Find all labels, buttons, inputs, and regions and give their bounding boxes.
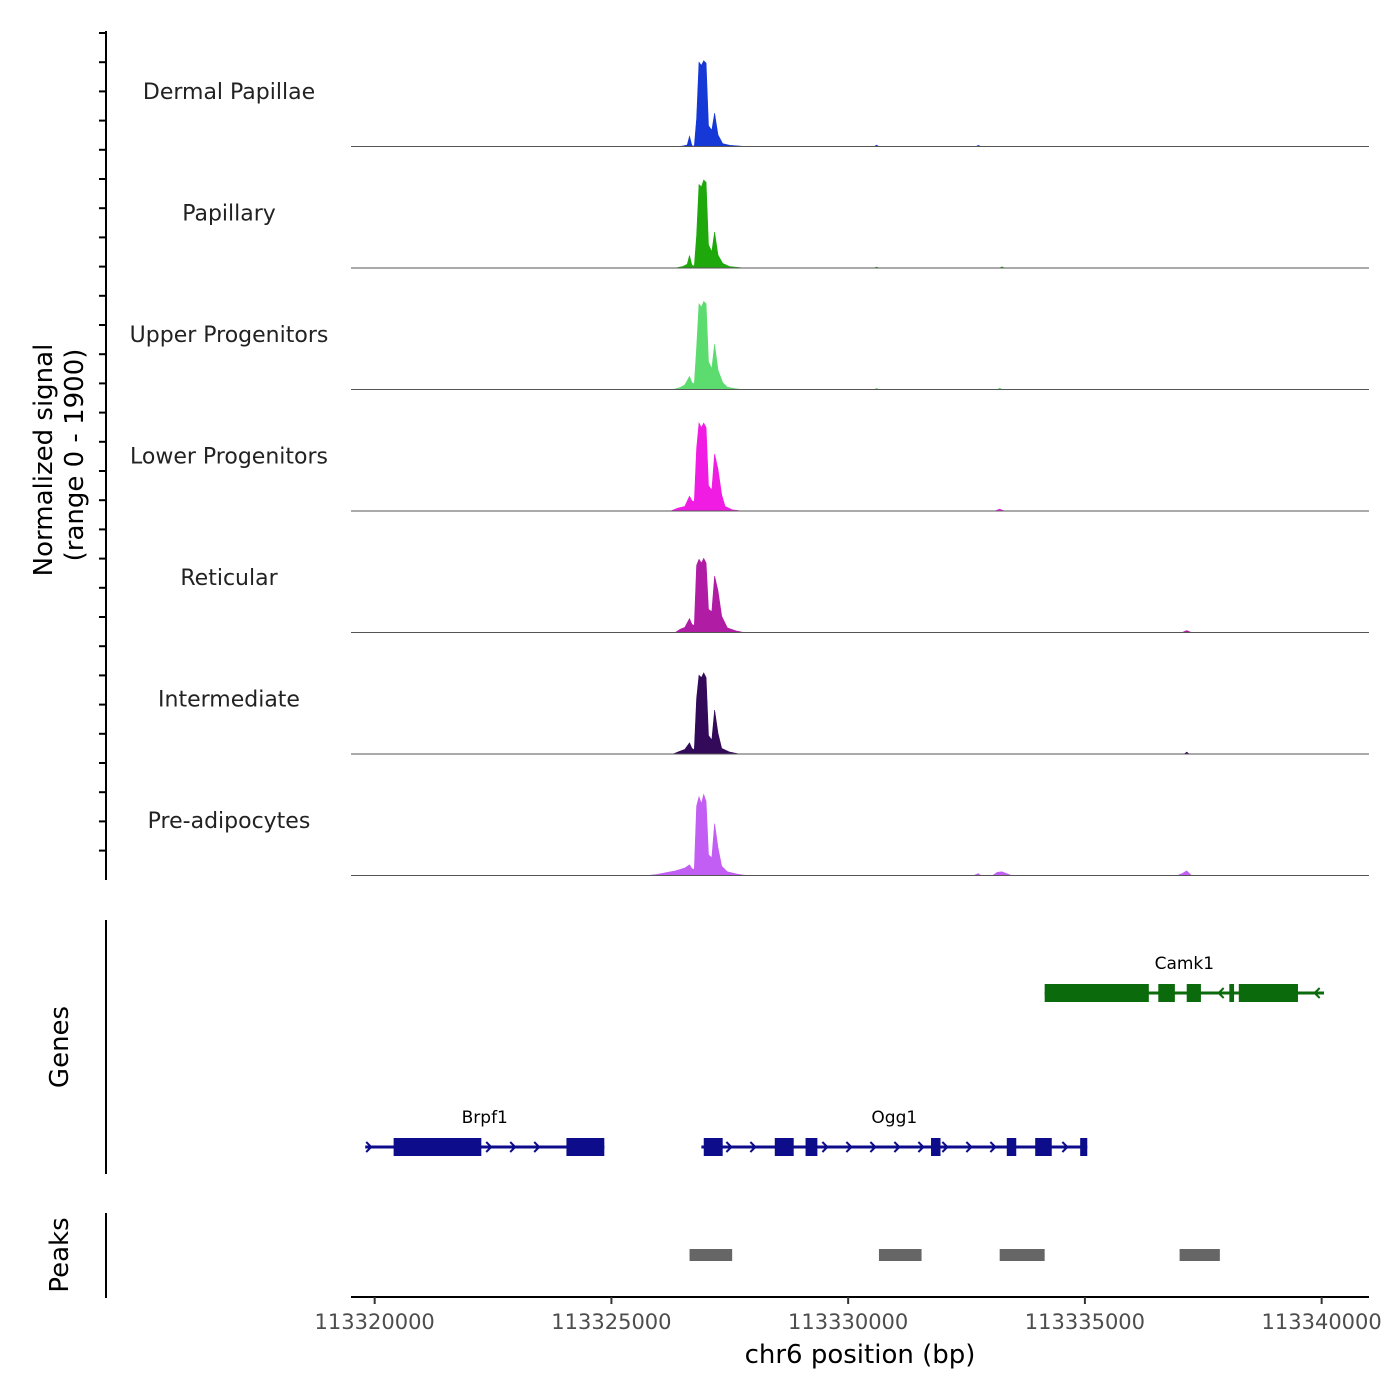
track-intermediate: Intermediate xyxy=(158,672,1369,755)
peak-bar xyxy=(878,1249,922,1261)
signal-area xyxy=(674,557,1192,633)
gene-exon xyxy=(1158,984,1175,1002)
strand-arrow xyxy=(989,1141,997,1153)
track-label: Papillary xyxy=(182,202,276,227)
track-pre-adipocytes: Pre-adipocytes xyxy=(148,793,1369,876)
gene-ogg1: Ogg1 xyxy=(701,1108,1088,1156)
gene-exon xyxy=(566,1138,605,1156)
gene-exon xyxy=(459,1138,482,1156)
gene-label: Camk1 xyxy=(1155,954,1215,974)
gene-exon xyxy=(393,1138,479,1156)
signal-area xyxy=(672,672,1190,755)
gene-exon xyxy=(1035,1138,1052,1156)
track-lower-progenitors: Lower Progenitors xyxy=(130,421,1369,512)
gene-brpf1: Brpf1 xyxy=(365,1108,605,1156)
strand-arrow xyxy=(1313,987,1321,999)
strand-arrow xyxy=(485,1141,493,1153)
x-tick-label: 113340000 xyxy=(1262,1310,1382,1334)
x-axis-ticks: 113320000 113325000 113330000 113335000 1133… xyxy=(315,1297,1382,1334)
signal-ylabel-line1: Normalized signal xyxy=(29,344,59,577)
strand-arrow xyxy=(725,1141,733,1153)
track-papillary: Papillary xyxy=(182,179,1369,269)
genes-ylabel: Genes xyxy=(45,1006,75,1088)
strand-arrow xyxy=(869,1141,877,1153)
gene-exon xyxy=(774,1138,794,1156)
track-upper-progenitors: Upper Progenitors xyxy=(130,300,1369,390)
peak-regions xyxy=(689,1249,1220,1261)
track-label: Upper Progenitors xyxy=(130,323,329,348)
strand-arrow xyxy=(749,1141,757,1153)
signal-area xyxy=(675,179,1005,269)
signal-tracks: Dermal Papillae Papillary Upper Progenitor… xyxy=(130,60,1369,876)
track-label: Dermal Papillae xyxy=(143,80,315,105)
x-tick-label: 113320000 xyxy=(315,1310,435,1334)
gene-exon xyxy=(1006,1138,1017,1156)
strand-arrow xyxy=(1217,987,1225,999)
strand-arrow xyxy=(893,1141,901,1153)
signal-area xyxy=(646,793,1193,876)
gene-exon xyxy=(931,1138,941,1156)
gene-exon xyxy=(1044,984,1149,1002)
gene-models: Brpf1 Ogg1 Camk1 xyxy=(365,954,1325,1156)
strand-arrow xyxy=(509,1141,517,1153)
track-label: Pre-adipocytes xyxy=(148,809,311,834)
strand-arrow xyxy=(917,1141,925,1153)
gene-label: Ogg1 xyxy=(871,1108,917,1128)
gene-exon xyxy=(476,1138,482,1156)
gene-exon xyxy=(1080,1138,1088,1156)
gene-camk1: Camk1 xyxy=(1044,954,1325,1002)
signal-area xyxy=(670,421,1005,512)
strand-arrow xyxy=(941,1141,949,1153)
peak-bar xyxy=(1179,1249,1220,1261)
signal-area xyxy=(677,60,981,147)
strand-arrow xyxy=(821,1141,829,1153)
gene-label: Brpf1 xyxy=(462,1108,508,1128)
signal-y-ticks xyxy=(99,32,106,852)
gene-exon xyxy=(1229,984,1235,1002)
signal-ylabel-line2: (range 0 - 1900) xyxy=(60,349,90,562)
strand-arrow xyxy=(533,1141,541,1153)
track-reticular: Reticular xyxy=(180,557,1369,633)
track-dermal-papillae: Dermal Papillae xyxy=(143,60,1369,147)
x-tick-label: 113325000 xyxy=(551,1310,671,1334)
gene-exon xyxy=(703,1138,723,1156)
gene-exon xyxy=(805,1138,818,1156)
gene-exon xyxy=(1186,984,1201,1002)
strand-arrow xyxy=(965,1141,973,1153)
x-axis-label: chr6 position (bp) xyxy=(745,1340,976,1370)
strand-arrow xyxy=(845,1141,853,1153)
gene-exon xyxy=(1238,984,1298,1002)
x-tick-label: 113335000 xyxy=(1025,1310,1145,1334)
track-label: Intermediate xyxy=(158,688,300,713)
track-label: Reticular xyxy=(180,566,278,591)
x-tick-label: 113330000 xyxy=(788,1310,908,1334)
peaks-ylabel: Peaks xyxy=(45,1217,75,1292)
strand-arrow xyxy=(1061,1141,1069,1153)
track-label: Lower Progenitors xyxy=(130,445,328,470)
peak-bar xyxy=(689,1249,733,1261)
peak-bar xyxy=(999,1249,1045,1261)
strand-arrow xyxy=(365,1141,373,1153)
signal-area xyxy=(672,300,1004,390)
